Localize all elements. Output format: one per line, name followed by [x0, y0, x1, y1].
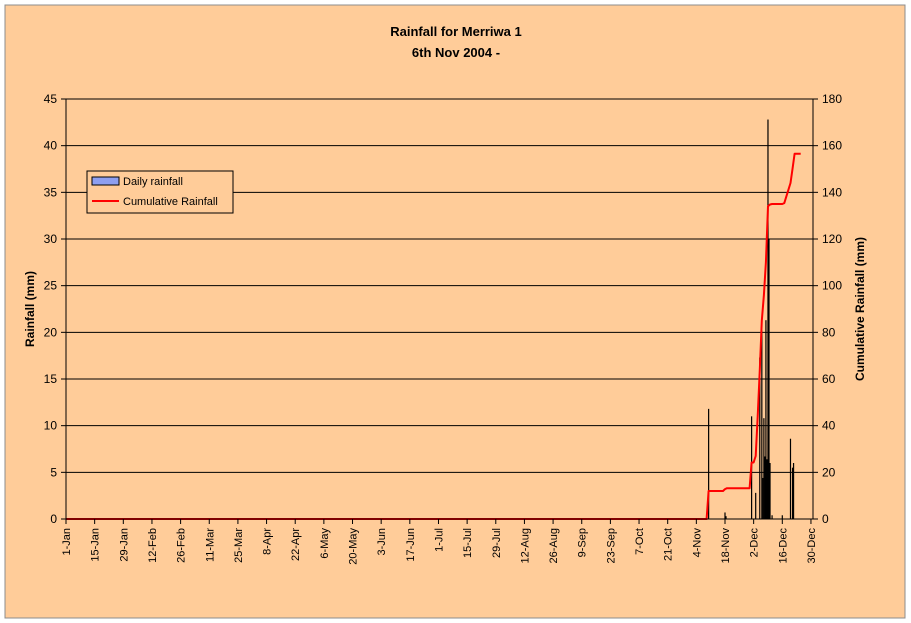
daily-rainfall-bar — [792, 463, 795, 519]
x-tick-label: 25-Mar — [233, 528, 245, 563]
x-tick-label: 1-Jan — [61, 528, 73, 556]
y-axis-title-right: Cumulative Rainfall (mm) — [853, 237, 867, 381]
daily-rainfall-bar — [755, 492, 757, 519]
x-tick-label: 9-Sep — [577, 528, 589, 557]
y-tick-label-right: 60 — [822, 372, 836, 386]
y-tick-label-left: 25 — [44, 279, 58, 293]
y-tick-label-right: 20 — [822, 465, 836, 479]
y-tick-label-right: 80 — [822, 325, 836, 339]
chart-subtitle: 6th Nov 2004 - — [412, 45, 500, 60]
daily-rainfall-bar — [768, 239, 770, 519]
daily-rainfall-bar — [771, 515, 773, 519]
daily-rainfall-bar — [764, 456, 766, 519]
axes: 0 5 10 15 20 25 30 35 40 45 0 20 40 60 80 100 120 140 160 1… — [44, 92, 843, 565]
cumulative-rainfall-line — [66, 152, 801, 520]
daily-rainfall-bar — [725, 516, 727, 519]
x-tick-label: 15-Jul — [462, 528, 474, 558]
x-tick-label: 18-Nov — [720, 528, 732, 564]
y-tick-label-left: 5 — [50, 465, 57, 479]
y-tick-label-left: 30 — [44, 232, 58, 246]
daily-rainfall-bar — [781, 515, 783, 519]
y-tick-label-right: 140 — [822, 185, 842, 199]
daily-rainfall-bar — [767, 119, 769, 520]
y-tick-label-left: 35 — [44, 185, 58, 199]
x-tick-label: 29-Jan — [118, 528, 130, 562]
daily-rainfall-bar — [708, 408, 710, 519]
y-tick-label-right: 40 — [822, 419, 836, 433]
x-tick-label: 22-Apr — [290, 528, 302, 561]
x-tick-label: 17-Jun — [405, 528, 417, 562]
y-tick-label-right: 100 — [822, 279, 842, 293]
x-tick-label: 11-Mar — [204, 528, 216, 562]
x-tick-label: 21-Oct — [663, 528, 675, 561]
daily-rainfall-bar — [769, 463, 771, 519]
x-tick-label: 2-Dec — [749, 528, 761, 558]
x-tick-label: 4-Nov — [691, 528, 703, 558]
x-tick-label: 3-Jun — [376, 528, 388, 556]
daily-rainfall-bar — [765, 320, 767, 519]
y-tick-label-left: 20 — [44, 325, 58, 339]
x-tick-label: 23-Sep — [605, 528, 617, 563]
daily-rainfall-bar — [789, 438, 792, 519]
daily-rainfall-bar — [761, 330, 763, 519]
x-tick-label: 7-Oct — [634, 528, 646, 555]
y-tick-label-left: 45 — [44, 92, 58, 106]
chart-title: Rainfall for Merriwa 1 — [390, 24, 521, 39]
x-tick-label: 16-Dec — [777, 528, 789, 564]
legend-swatch-daily-rainfall — [91, 176, 120, 186]
x-tick-label: 8-Apr — [262, 528, 274, 555]
daily-rainfall-bar — [791, 467, 794, 519]
y-tick-label-left: 15 — [44, 372, 58, 386]
legend: Daily rainfall Cumulative Rainfall — [86, 170, 234, 214]
daily-rainfall-bar — [766, 459, 768, 519]
daily-rainfall-bar — [724, 512, 726, 519]
bar-series — [708, 119, 795, 520]
daily-rainfall-bar — [763, 418, 765, 519]
y-tick-label-right: 180 — [822, 92, 842, 106]
x-tick-label: 15-Jan — [90, 528, 102, 562]
y-tick-label-right: 120 — [822, 232, 842, 246]
line-series — [66, 152, 801, 520]
x-tick-label: 20-May — [348, 528, 360, 565]
y-tick-label-left: 40 — [44, 139, 58, 153]
x-tick-label: 29-Jul — [491, 528, 503, 558]
y-tick-label-right: 160 — [822, 139, 842, 153]
x-tick-label: 26-Feb — [176, 528, 188, 563]
x-tick-label: 26-Aug — [548, 528, 560, 563]
daily-rainfall-bar — [759, 357, 761, 519]
y-axis-title-left: Rainfall (mm) — [23, 271, 37, 347]
y-tick-label-left: 0 — [50, 512, 57, 526]
legend-label-cumulative-rainfall: Cumulative Rainfall — [123, 196, 218, 208]
y-tick-label-right: 0 — [822, 512, 829, 526]
x-tick-label: 1-Jul — [433, 528, 445, 552]
grid-lines — [66, 98, 813, 473]
y-tick-label-left: 10 — [44, 419, 58, 433]
plot-area — [65, 98, 814, 520]
daily-rainfall-bar — [762, 477, 764, 519]
x-tick-label: 30-Dec — [806, 528, 818, 564]
x-tick-label: 12-Aug — [519, 528, 531, 563]
x-tick-label: 6-May — [319, 528, 331, 559]
x-tick-label: 12-Feb — [147, 528, 159, 563]
legend-label-daily-rainfall: Daily rainfall — [123, 176, 183, 188]
